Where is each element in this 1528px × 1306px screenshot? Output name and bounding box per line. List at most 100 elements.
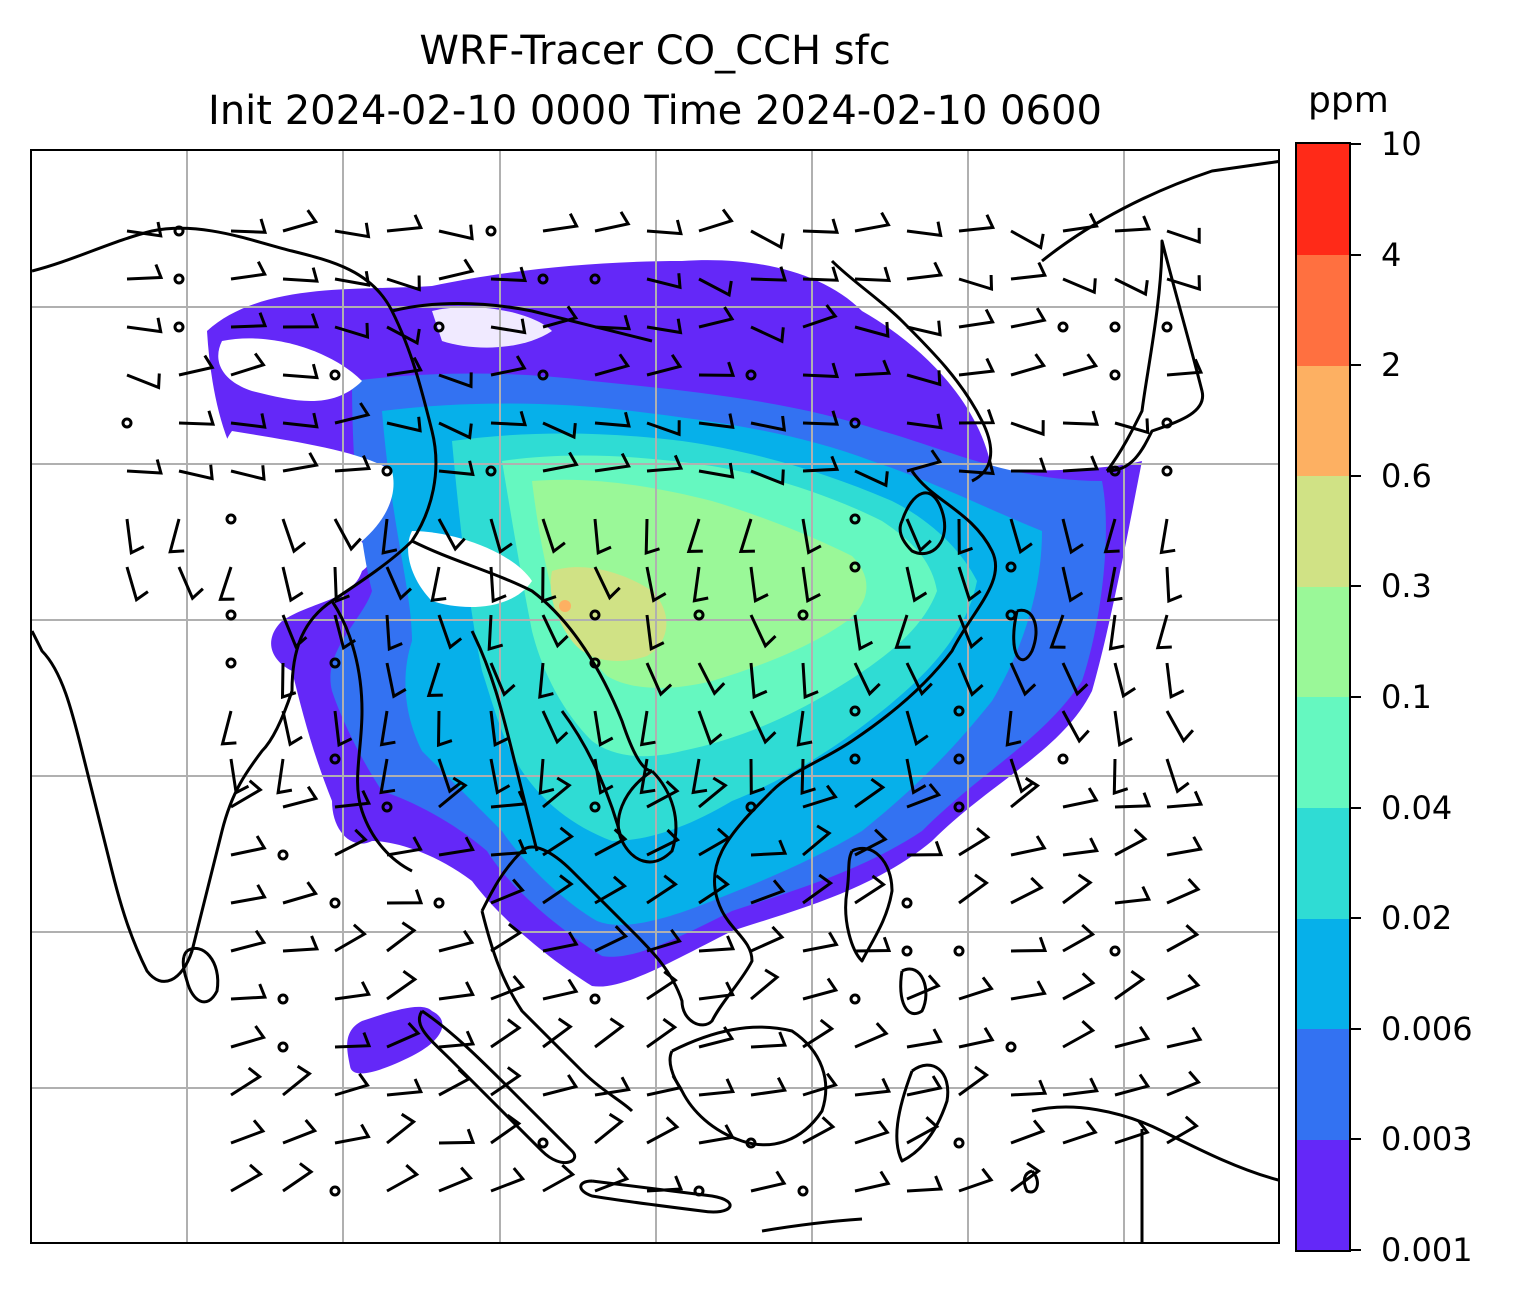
wind-barb	[854, 266, 892, 283]
calm-wind-marker	[433, 897, 445, 909]
wind-barb	[1061, 710, 1090, 744]
wind-barb	[334, 1072, 370, 1097]
wind-barb	[1114, 885, 1152, 905]
wind-barb	[906, 783, 942, 809]
wind-barb	[594, 1017, 625, 1049]
wind-barb	[645, 566, 667, 603]
colorbar-tick	[1351, 696, 1361, 698]
wind-barb	[802, 1116, 836, 1145]
map-canvas	[32, 151, 1278, 1242]
wind-barb	[802, 1018, 835, 1049]
wind-barb	[542, 305, 579, 329]
calm-wind-marker	[485, 465, 497, 477]
wind-barb	[854, 469, 889, 488]
wind-barb	[698, 306, 735, 329]
wind-barb	[438, 258, 475, 281]
wind-barb	[282, 1162, 314, 1193]
wind-barb	[1062, 837, 1099, 857]
wind-barb	[542, 451, 579, 473]
wind-barb	[1114, 1025, 1151, 1049]
wind-barb	[906, 1028, 943, 1049]
wind-barb	[646, 420, 681, 437]
wind-barb	[802, 1072, 838, 1097]
wind-barb	[906, 320, 942, 337]
wind-barb	[800, 758, 816, 796]
wind-barb	[126, 263, 164, 281]
wind-barb	[490, 839, 528, 857]
wind-barb	[958, 274, 994, 292]
wind-barb	[542, 421, 577, 440]
wind-barb	[438, 1030, 476, 1049]
wind-barb	[750, 1077, 787, 1097]
wind-barb	[698, 1026, 735, 1049]
wind-barb	[906, 221, 943, 238]
wind-barb	[437, 758, 462, 794]
wind-barb	[438, 224, 474, 241]
colorbar-tick-label: 4	[1381, 235, 1402, 274]
colorbar-tick	[1351, 1138, 1361, 1141]
wind-barb	[334, 1032, 372, 1049]
wind-barb	[490, 410, 528, 427]
wind-barb	[801, 566, 821, 603]
wind-barb	[802, 362, 840, 379]
wind-barb	[593, 518, 612, 556]
wind-barb	[538, 662, 554, 699]
colorbar	[1295, 142, 1351, 1252]
wind-barb	[958, 357, 996, 377]
calm-wind-marker	[329, 1185, 341, 1197]
wind-barb	[594, 314, 632, 331]
wind-barb	[646, 273, 682, 290]
wind-barb	[334, 981, 371, 1001]
calm-wind-marker	[329, 753, 341, 765]
wind-barb	[385, 566, 413, 601]
colorbar-tick-label: 0.3	[1381, 567, 1432, 606]
wind-barb	[802, 931, 839, 953]
wind-barb	[230, 884, 267, 905]
wind-barb	[230, 1025, 267, 1049]
wind-barb	[1062, 1120, 1098, 1145]
wind-barb	[750, 1170, 787, 1193]
wind-barb	[646, 219, 683, 236]
wind-barb	[334, 222, 371, 239]
colorbar-tick	[1351, 1027, 1361, 1030]
wind-barb	[906, 974, 941, 1001]
wind-barb	[749, 758, 765, 796]
colorbar-tick-label: 0.04	[1381, 788, 1453, 827]
colorbar-tick	[1351, 917, 1361, 920]
wind-barb	[334, 322, 370, 339]
wind-barb	[958, 409, 996, 425]
wind-barb	[802, 410, 840, 426]
wind-barb	[490, 355, 527, 377]
wind-barb	[436, 710, 453, 748]
wind-barb	[905, 710, 929, 747]
wind-barb	[542, 1074, 579, 1097]
wind-barb	[853, 614, 874, 651]
calm-wind-marker	[693, 1185, 705, 1197]
wind-barb	[386, 1078, 424, 1097]
wind-barb	[646, 828, 681, 857]
wind-barb	[282, 412, 319, 429]
wind-barb	[1166, 1115, 1199, 1145]
wind-barb	[594, 1112, 624, 1145]
wind-barb	[686, 518, 703, 553]
calm-wind-marker	[1005, 1041, 1017, 1053]
wind-barb	[438, 421, 473, 440]
wind-barb	[801, 662, 819, 700]
wind-barb	[1166, 227, 1201, 244]
wind-barb	[906, 1075, 943, 1097]
calm-wind-marker	[381, 465, 393, 477]
wind-barb	[230, 352, 266, 377]
calm-wind-marker	[277, 1041, 289, 1053]
wind-barb	[750, 925, 785, 953]
wind-barb	[1114, 418, 1150, 435]
wind-barb	[645, 614, 665, 651]
calm-wind-marker	[849, 993, 861, 1005]
calm-wind-marker	[1109, 369, 1121, 381]
wind-barb	[229, 758, 250, 795]
calm-wind-marker	[589, 657, 601, 669]
colorbar-tick	[1351, 585, 1361, 588]
colorbar-units: ppm	[1308, 80, 1389, 121]
calm-wind-marker	[329, 897, 341, 909]
wind-barb	[1005, 710, 1022, 747]
wind-barb	[282, 363, 319, 380]
